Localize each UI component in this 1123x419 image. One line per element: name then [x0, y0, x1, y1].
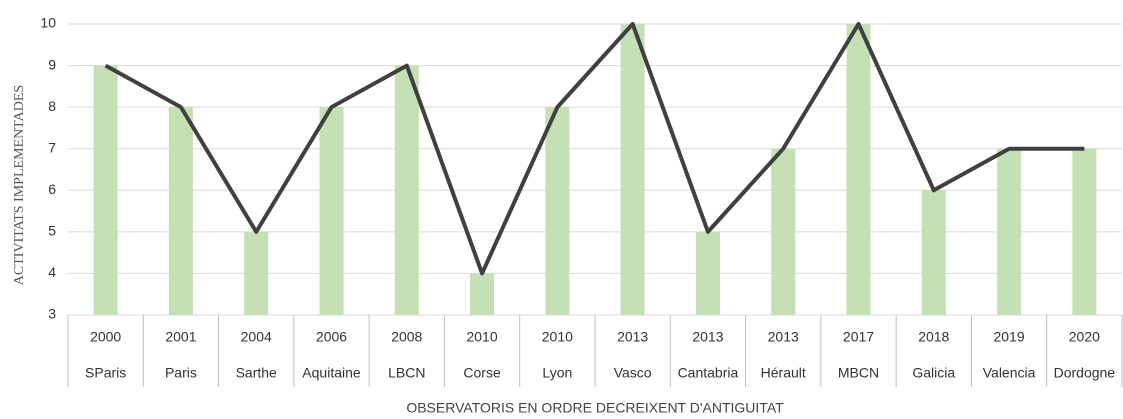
bar	[695, 231, 720, 315]
x-axis-title: OBSERVATORIS EN ORDRE DECREIXENT D'ANTIG…	[406, 400, 784, 416]
x-tick-label: Paris	[165, 365, 197, 381]
bar	[997, 148, 1022, 315]
x-tick-year: 2013	[617, 329, 648, 345]
bar	[168, 107, 193, 316]
y-tick-label: 7	[48, 139, 56, 155]
bar	[846, 24, 871, 315]
bar	[93, 65, 118, 315]
y-tick-label: 8	[48, 98, 56, 114]
x-tick-year: 2010	[466, 329, 497, 345]
x-tick-label: Valencia	[983, 365, 1036, 381]
y-axis-title: ACTIVITATS IMPLEMENTADES	[12, 85, 27, 285]
bar	[244, 231, 269, 315]
y-tick-label: 4	[48, 264, 56, 280]
x-tick-label: Galicia	[912, 365, 955, 381]
y-tick-label: 6	[48, 181, 56, 197]
x-tick-year: 2001	[165, 329, 196, 345]
x-tick-year: 2010	[542, 329, 573, 345]
x-tick-year: 2018	[918, 329, 949, 345]
bar	[921, 190, 946, 315]
x-tick-label: Sarthe	[236, 365, 277, 381]
bar	[470, 273, 495, 315]
x-tick-label: Hérault	[761, 365, 806, 381]
x-tick-label: Dordogne	[1054, 365, 1116, 381]
x-tick-year: 2000	[90, 329, 121, 345]
line	[104, 22, 1085, 276]
y-tick-label: 10	[40, 15, 56, 31]
x-tick-year: 2013	[768, 329, 799, 345]
bar	[394, 65, 419, 315]
x-tick-year: 2008	[391, 329, 422, 345]
bar	[620, 24, 645, 315]
x-tick-label: LBCN	[388, 365, 425, 381]
x-tick-year: 2013	[692, 329, 723, 345]
bar	[771, 148, 796, 315]
x-tick-year: 2020	[1069, 329, 1100, 345]
bar	[1072, 148, 1097, 315]
y-tick-label: 3	[48, 306, 56, 322]
x-tick-year: 2004	[241, 329, 272, 345]
bar	[545, 107, 570, 316]
x-tick-label: SParis	[85, 365, 126, 381]
x-tick-year: 2017	[843, 329, 874, 345]
bar	[319, 107, 344, 316]
x-tick-label: Lyon	[542, 365, 572, 381]
x-tick-label: MBCN	[838, 365, 879, 381]
x-tick-label: Cantabria	[678, 365, 739, 381]
x-tick-year: 2019	[993, 329, 1024, 345]
x-tick-label: Vasco	[614, 365, 652, 381]
x-tick-label: Corse	[463, 365, 501, 381]
x-tick-year: 2006	[316, 329, 347, 345]
y-tick-label: 5	[48, 223, 56, 239]
y-tick-label: 9	[48, 56, 56, 72]
x-tick-label: Aquitaine	[302, 365, 361, 381]
